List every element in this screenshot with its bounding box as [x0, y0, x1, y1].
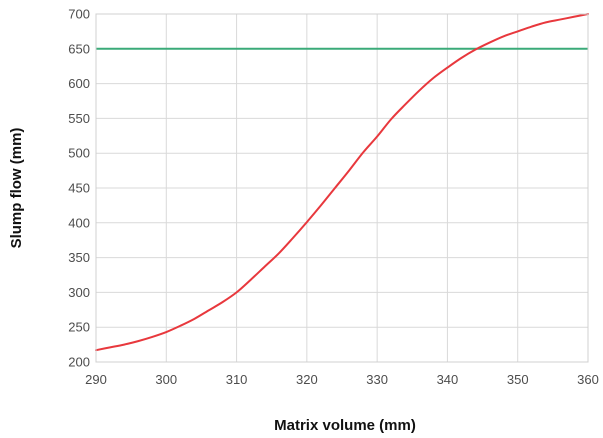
x-tick-label: 340 — [437, 372, 459, 387]
y-tick-label: 250 — [68, 320, 90, 335]
y-tick-label: 450 — [68, 181, 90, 196]
y-tick-label: 600 — [68, 76, 90, 91]
plot-area-border — [95, 13, 589, 363]
x-tick-label: 290 — [85, 372, 107, 387]
x-axis-ticks: 290 300 310 320 330 340 350 360 — [85, 372, 599, 387]
x-tick-label: 310 — [226, 372, 248, 387]
y-tick-label: 300 — [68, 285, 90, 300]
x-tick-label: 360 — [577, 372, 599, 387]
x-tick-label: 350 — [507, 372, 529, 387]
y-tick-label: 350 — [68, 250, 90, 265]
series-group — [95, 13, 589, 352]
y-axis-ticks: 200 250 300 350 400 450 500 550 600 650 700 — [68, 7, 90, 370]
y-tick-label: 400 — [68, 215, 90, 230]
x-axis-title: Matrix volume (mm) — [274, 417, 416, 434]
y-tick-label: 500 — [68, 146, 90, 161]
y-tick-label: 650 — [68, 41, 90, 56]
series-line — [95, 13, 589, 352]
y-axis-title: Slump flow (mm) — [8, 128, 25, 249]
y-tick-label: 550 — [68, 111, 90, 126]
x-tick-label: 330 — [366, 372, 388, 387]
x-tick-label: 320 — [296, 372, 318, 387]
x-tick-label: 300 — [155, 372, 177, 387]
y-tick-label: 700 — [68, 7, 90, 22]
y-tick-label: 200 — [68, 355, 90, 370]
grid — [95, 13, 589, 363]
